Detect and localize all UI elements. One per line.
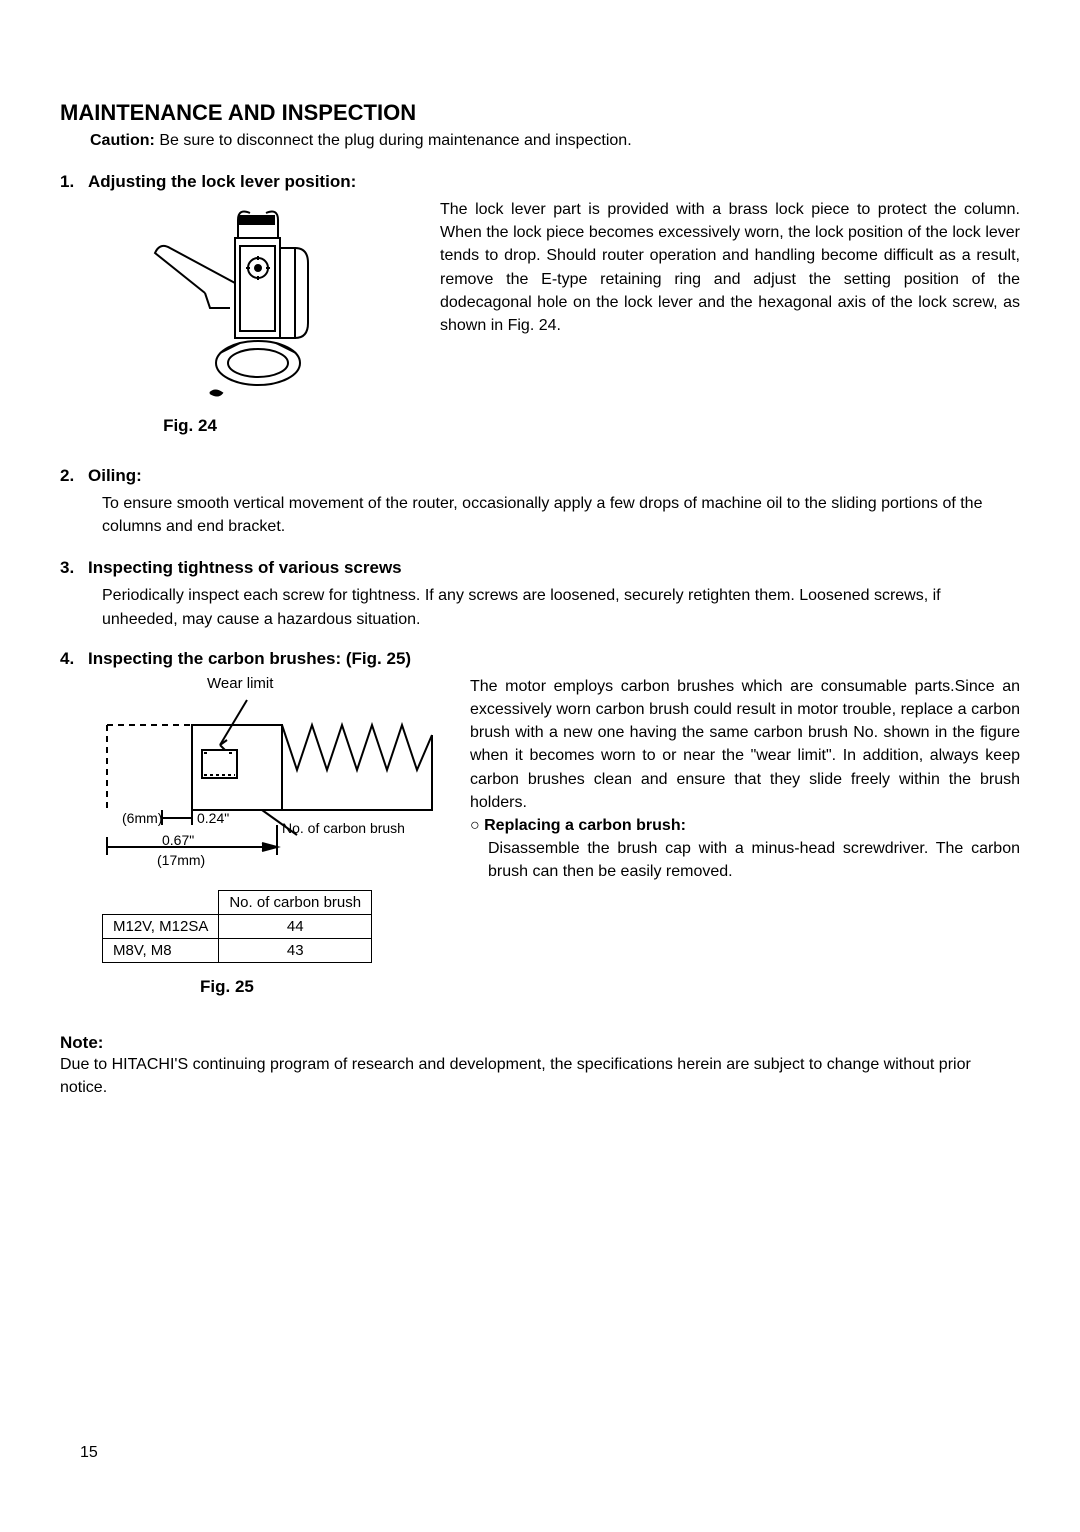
section4-text: The motor employs carbon brushes which a… [470,675,1020,814]
table-cell: 43 [219,938,372,962]
section3-num: 3. [60,558,88,578]
section2-heading: 2.Oiling: [60,466,1020,486]
section3: 3.Inspecting tightness of various screws… [60,558,1020,630]
section1-body: Fig. 24 The lock lever part is provided … [60,198,1020,436]
table-cell: M8V, M8 [103,938,219,962]
section2-num: 2. [60,466,88,486]
caution-text: Be sure to disconnect the plug during ma… [159,132,631,149]
section4-heading-text1: Inspecting the carbon brushes: [88,649,341,668]
carbon-brush-table: No. of carbon brush M12V, M12SA 44 M8V, … [102,890,372,963]
section1-heading-text: Adjusting the lock lever position: [88,172,356,191]
main-title: MAINTENANCE AND INSPECTION [60,100,1020,126]
dim2-in: 0.67" [162,832,194,848]
dim1-in: 0.24" [197,810,229,826]
table-header-no: No. of carbon brush [219,890,372,914]
wear-limit-label: Wear limit [207,675,273,692]
section2-text: To ensure smooth vertical movement of th… [102,492,1020,538]
fig24-block: Fig. 24 [60,198,440,436]
section4-sub-text: Disassemble the brush cap with a minus-h… [488,837,1020,883]
section3-heading: 3.Inspecting tightness of various screws [60,558,1020,578]
table-header-blank [103,890,219,914]
section4-sub: ○ Replacing a carbon brush: [470,814,1020,837]
section4-sub-heading: Replacing a carbon brush: [484,817,686,834]
fig24-illustration [110,198,390,408]
table-cell: 44 [219,914,372,938]
section1-text: The lock lever part is provided with a b… [440,198,1020,337]
fig24-label: Fig. 24 [0,416,440,436]
table-row: M8V, M8 43 [103,938,372,962]
section4-body: Wear limit [60,675,1020,997]
fig25-label: Fig. 25 [200,977,470,997]
caution-label: Caution: [90,132,155,149]
section4-heading: 4.Inspecting the carbon brushes: (Fig. 2… [60,649,1020,669]
note-block: Note: Due to HITACHI'S continuing progra… [60,1033,1020,1099]
fig25-illustration: (6mm) 0.24" 0.67" (17mm) [102,695,462,875]
table-row: M12V, M12SA 44 [103,914,372,938]
dim1-mm: (6mm) [122,810,162,826]
table-cell: M12V, M12SA [103,914,219,938]
section3-heading-text: Inspecting tightness of various screws [88,558,402,577]
fig25-inner: Wear limit [102,675,470,880]
table-row: No. of carbon brush [103,890,372,914]
page-number: 15 [80,1444,98,1462]
section4-num: 4. [60,649,88,669]
carbon-brush-no-label: No. of carbon brush [282,820,405,836]
section2-heading-text: Oiling: [88,466,142,485]
dim2-mm: (17mm) [157,852,205,868]
fig25-block: Wear limit [60,675,470,997]
section2: 2.Oiling: To ensure smooth vertical move… [60,466,1020,538]
section1-heading: 1.Adjusting the lock lever position: [60,172,1020,192]
section4-text-block: The motor employs carbon brushes which a… [470,675,1020,884]
section1-num: 1. [60,172,88,192]
section4-heading-text2: (Fig. 25) [346,649,411,668]
caution-line: Caution: Be sure to disconnect the plug … [90,132,1020,150]
section3-text: Periodically inspect each screw for tigh… [102,584,1020,630]
note-text: Due to HITACHI'S continuing program of r… [60,1053,1020,1099]
note-label: Note: [60,1033,1020,1053]
